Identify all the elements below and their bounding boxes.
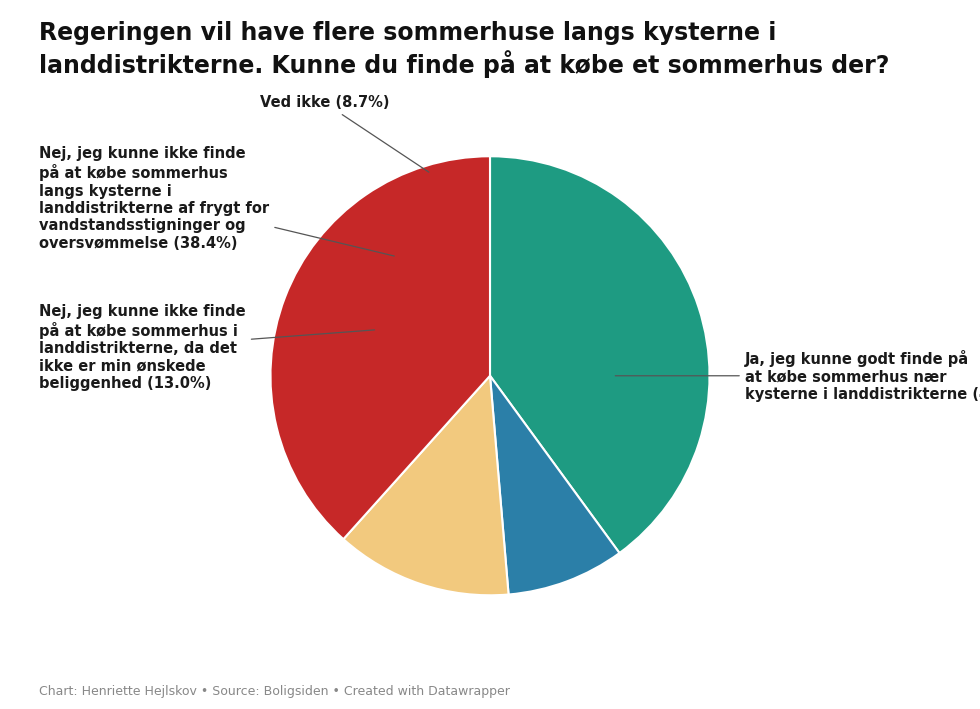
Wedge shape xyxy=(490,156,710,553)
Wedge shape xyxy=(270,156,490,539)
Wedge shape xyxy=(343,376,509,596)
Text: Chart: Henriette Hejlskov • Source: Boligsiden • Created with Datawrapper: Chart: Henriette Hejlskov • Source: Boli… xyxy=(39,686,510,698)
Text: Regeringen vil have flere sommerhuse langs kysterne i
landdistrikterne. Kunne du: Regeringen vil have flere sommerhuse lan… xyxy=(39,21,890,78)
Wedge shape xyxy=(490,376,619,595)
